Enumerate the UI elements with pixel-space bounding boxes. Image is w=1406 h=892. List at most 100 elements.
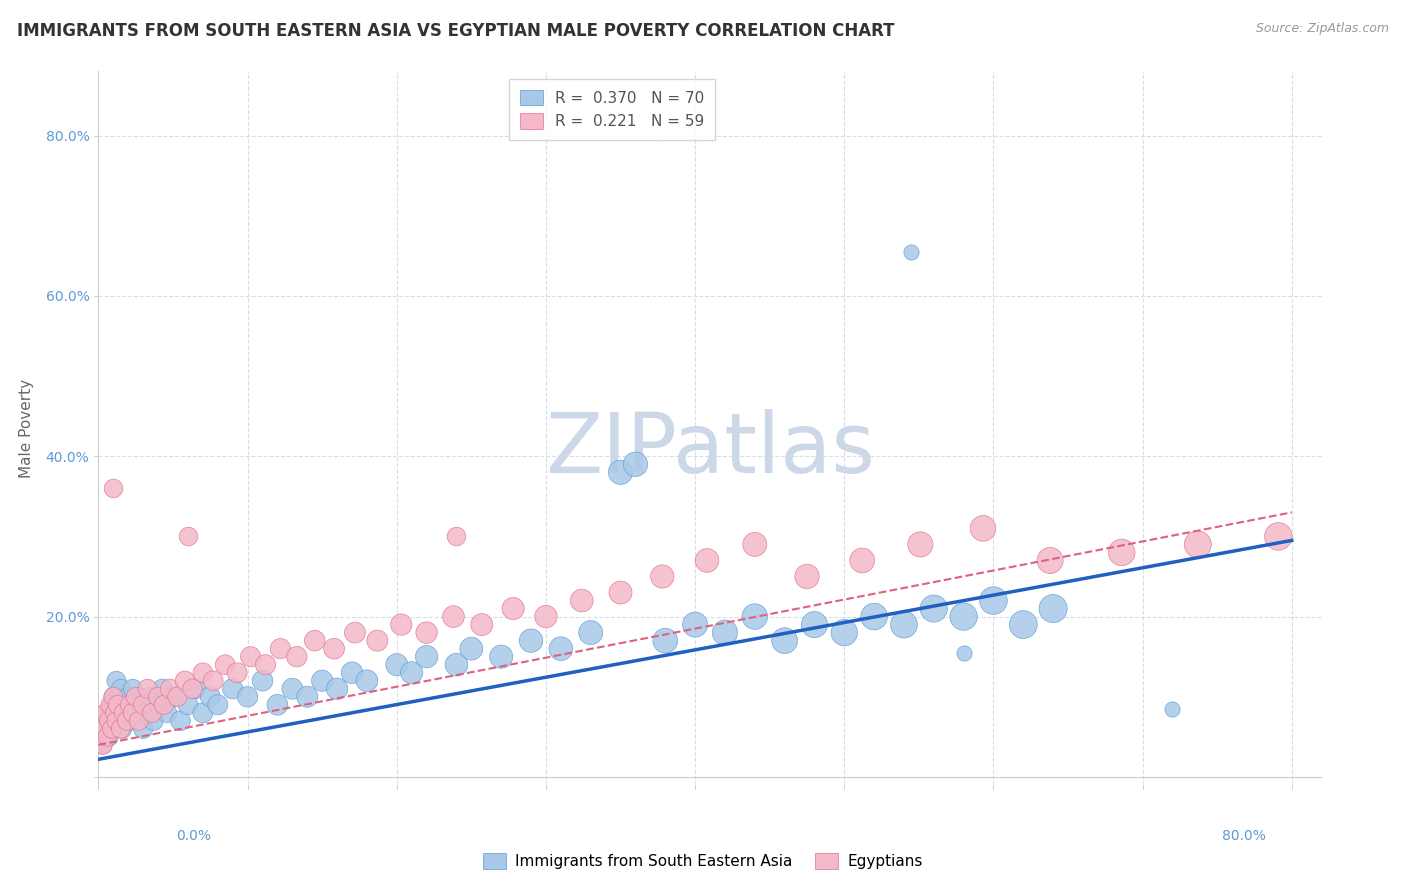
Point: [91, 738, 114, 752]
Point: [983, 593, 1005, 607]
Point: [97, 714, 120, 728]
Point: [103, 722, 125, 736]
Point: [326, 681, 349, 696]
Point: [683, 617, 706, 632]
Point: [115, 714, 138, 728]
Point: [311, 673, 333, 688]
Point: [121, 681, 143, 696]
Text: ZIPatlas: ZIPatlas: [546, 409, 875, 490]
Point: [922, 601, 945, 615]
Point: [654, 633, 676, 648]
Point: [177, 529, 200, 543]
Point: [254, 657, 277, 672]
Point: [112, 706, 135, 720]
Point: [571, 593, 593, 607]
Point: [952, 609, 974, 624]
Point: [609, 585, 631, 599]
Point: [744, 537, 766, 551]
Point: [146, 690, 169, 704]
Point: [174, 673, 197, 688]
Point: [1039, 553, 1062, 567]
Point: [1161, 702, 1184, 716]
Point: [105, 673, 128, 688]
Point: [156, 706, 179, 720]
Point: [415, 649, 437, 664]
Point: [120, 698, 142, 712]
Point: [96, 706, 118, 720]
Point: [103, 690, 125, 704]
Point: [107, 698, 129, 712]
Point: [125, 706, 148, 720]
Point: [93, 722, 115, 736]
Point: [118, 714, 141, 728]
Point: [389, 617, 412, 632]
Point: [91, 738, 114, 752]
Point: [98, 698, 121, 712]
Point: [252, 673, 274, 688]
Point: [446, 657, 468, 672]
Point: [153, 698, 176, 712]
Point: [624, 457, 647, 471]
Point: [184, 681, 207, 696]
Point: [166, 690, 188, 704]
Text: IMMIGRANTS FROM SOUTH EASTERN ASIA VS EGYPTIAN MALE POVERTY CORRELATION CHART: IMMIGRANTS FROM SOUTH EASTERN ASIA VS EG…: [17, 22, 894, 40]
Point: [236, 690, 259, 704]
Point: [972, 521, 994, 535]
Point: [103, 690, 125, 704]
Point: [401, 665, 423, 680]
Text: 80.0%: 80.0%: [1222, 829, 1265, 843]
Point: [1042, 601, 1064, 615]
Point: [609, 465, 631, 479]
Point: [304, 633, 326, 648]
Point: [1012, 617, 1035, 632]
Point: [202, 673, 225, 688]
Point: [128, 690, 150, 704]
Point: [489, 649, 512, 664]
Point: [104, 706, 127, 720]
Point: [803, 617, 825, 632]
Point: [207, 698, 229, 712]
Point: [94, 706, 117, 720]
Point: [281, 681, 304, 696]
Point: [104, 706, 127, 720]
Point: [832, 625, 855, 640]
Point: [135, 706, 157, 720]
Point: [221, 681, 243, 696]
Point: [177, 698, 200, 712]
Point: [159, 681, 181, 696]
Point: [181, 681, 204, 696]
Point: [744, 609, 766, 624]
Point: [696, 553, 718, 567]
Point: [446, 529, 468, 543]
Point: [98, 714, 121, 728]
Point: [118, 698, 141, 712]
Point: [900, 244, 922, 259]
Point: [266, 698, 288, 712]
Point: [1267, 529, 1289, 543]
Point: [108, 698, 131, 712]
Point: [863, 609, 886, 624]
Point: [796, 569, 818, 583]
Point: [169, 714, 191, 728]
Point: [136, 681, 159, 696]
Point: [285, 649, 308, 664]
Point: [226, 665, 249, 680]
Point: [132, 722, 155, 736]
Point: [415, 625, 437, 640]
Point: [773, 633, 796, 648]
Legend: Immigrants from South Eastern Asia, Egyptians: Immigrants from South Eastern Asia, Egyp…: [477, 847, 929, 875]
Y-axis label: Male Poverty: Male Poverty: [20, 378, 34, 478]
Point: [1111, 545, 1133, 559]
Point: [142, 714, 165, 728]
Point: [191, 665, 214, 680]
Point: [101, 722, 124, 736]
Point: [162, 690, 184, 704]
Point: [117, 690, 139, 704]
Point: [214, 657, 236, 672]
Point: [343, 625, 366, 640]
Point: [443, 609, 465, 624]
Point: [520, 633, 543, 648]
Point: [121, 706, 143, 720]
Point: [579, 625, 602, 640]
Point: [893, 617, 915, 632]
